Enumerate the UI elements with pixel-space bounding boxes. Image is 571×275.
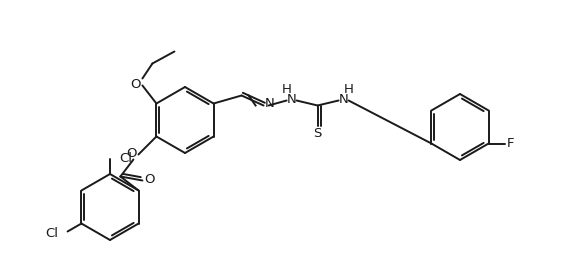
Text: Cl: Cl [119, 152, 132, 164]
Text: O: O [130, 78, 140, 91]
Text: N: N [287, 93, 296, 106]
Text: O: O [144, 173, 155, 186]
Text: O: O [126, 147, 136, 160]
Text: Cl: Cl [46, 227, 59, 240]
Text: H: H [282, 83, 292, 96]
Text: F: F [507, 137, 514, 150]
Text: N: N [265, 97, 275, 110]
Text: N: N [339, 93, 348, 106]
Text: S: S [313, 127, 322, 140]
Text: H: H [344, 83, 353, 96]
